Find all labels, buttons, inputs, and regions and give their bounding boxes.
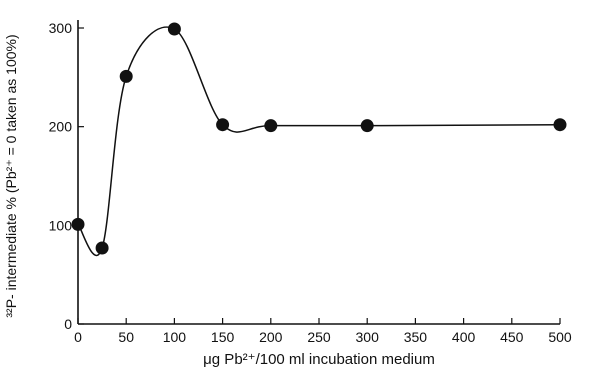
data-point [167, 22, 181, 36]
x-tick-label: 50 [118, 329, 134, 345]
x-tick-label: 450 [500, 329, 524, 345]
x-tick-label: 250 [307, 329, 331, 345]
data-point [553, 118, 567, 132]
x-tick-label: 100 [163, 329, 187, 345]
y-axis-label: ³²P- intermediate % (Pb²⁺ = 0 taken as 1… [3, 34, 19, 317]
data-point [360, 119, 374, 133]
axes [77, 20, 560, 325]
y-tick-label: 300 [49, 20, 73, 36]
x-tick-label: 300 [356, 329, 380, 345]
x-tick-label: 150 [211, 329, 235, 345]
x-tick-label: 200 [259, 329, 283, 345]
data-point [216, 118, 230, 132]
x-tick-label: 400 [452, 329, 476, 345]
data-point [264, 119, 278, 133]
x-ticks: 0 50 100 150 200 250 300 350 400 450 500 [74, 318, 572, 345]
series-line [77, 26, 561, 257]
y-tick-label: 0 [64, 316, 72, 332]
x-tick-label: 0 [74, 329, 82, 345]
y-ticks: 0 100 200 300 [49, 20, 84, 332]
data-points [71, 22, 567, 255]
y-tick-label: 200 [49, 119, 73, 135]
data-point [95, 241, 109, 255]
x-tick-label: 350 [404, 329, 428, 345]
data-point [119, 69, 133, 83]
data-point [71, 217, 85, 231]
x-tick-label: 500 [548, 329, 572, 345]
x-axis-label: μg Pb²⁺/100 ml incubation medium [203, 351, 435, 368]
y-tick-label: 100 [49, 217, 73, 233]
